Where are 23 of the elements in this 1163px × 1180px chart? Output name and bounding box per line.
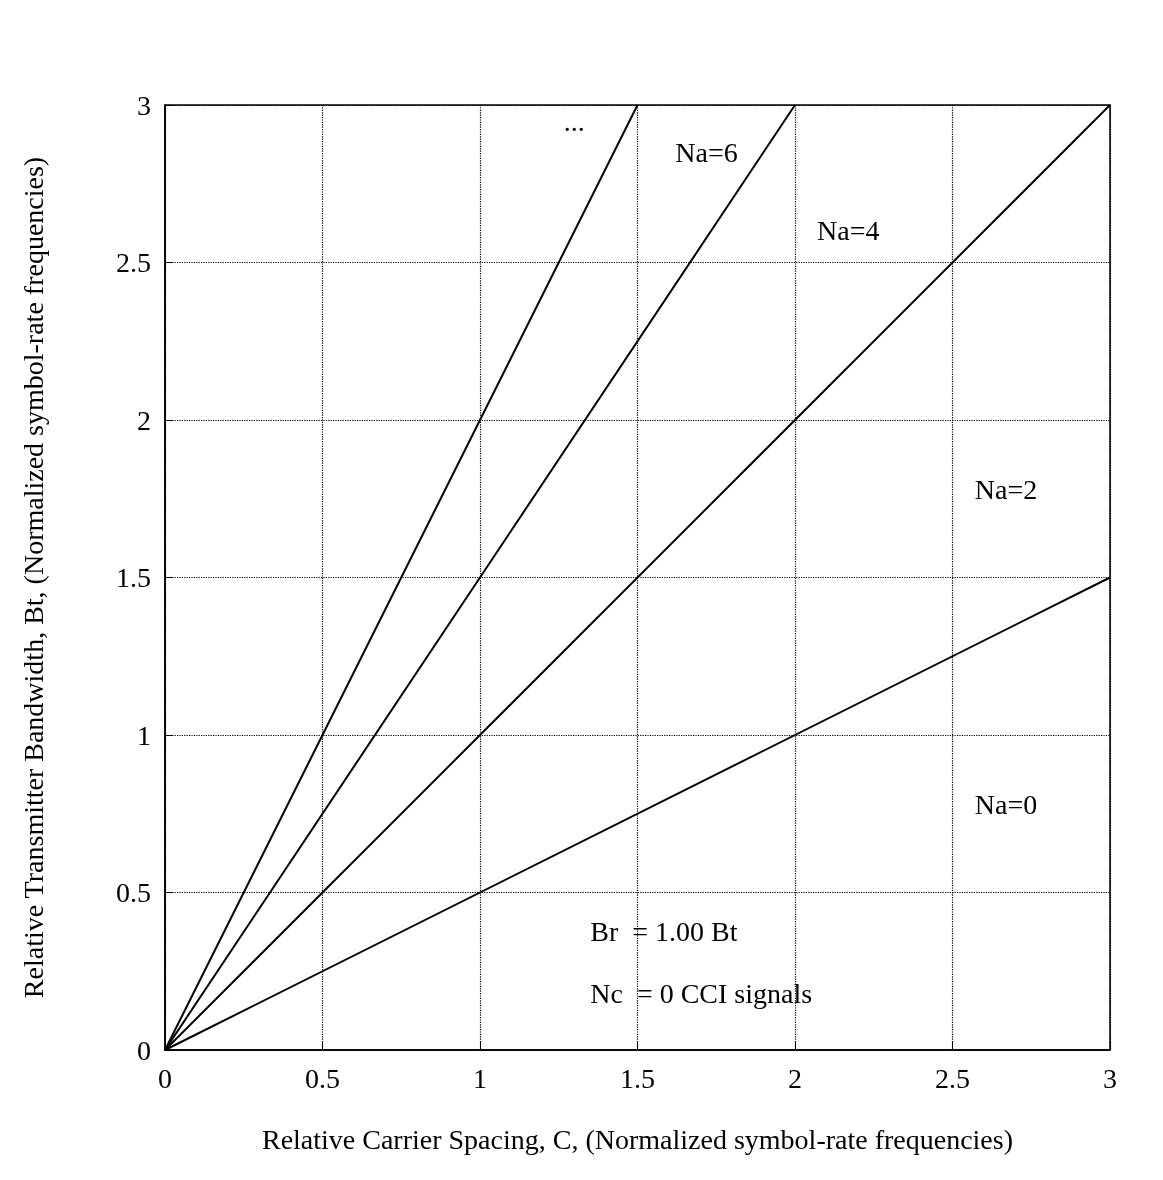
annotation: Br = 1.00 Bt — [590, 916, 738, 948]
x-tick-label: 2.5 — [935, 1062, 970, 1094]
x-tick-label: 3 — [1103, 1062, 1117, 1094]
annotation: Na=6 — [675, 136, 738, 168]
x-tick-label: 0.5 — [305, 1062, 340, 1094]
y-tick-label: 2 — [137, 404, 151, 436]
annotation: Nc = 0 CCI signals — [590, 977, 813, 1009]
x-tick-label: 2 — [788, 1062, 802, 1094]
x-axis-title: Relative Carrier Spacing, C, (Normalized symbol-rate frequencies) — [261, 1123, 1014, 1155]
x-tick-label: 1 — [473, 1062, 487, 1094]
x-tick-label: 0 — [158, 1062, 172, 1094]
x-tick-label: 1.5 — [620, 1062, 655, 1094]
y-tick-label: 2.5 — [116, 247, 151, 278]
annotation: Na=2 — [974, 474, 1038, 506]
annotation: Na=4 — [817, 215, 880, 247]
annotation: Na=0 — [974, 788, 1038, 820]
y-tick-label: 0 — [137, 1034, 151, 1066]
y-tick-label: 1.5 — [116, 562, 151, 593]
y-tick-label: 1 — [137, 719, 151, 751]
annotation: ... — [563, 105, 585, 137]
y-axis-title: Relative Transmitter Bandwidth, Bt, (Normalized symbol-rate frequencies) — [17, 156, 49, 999]
y-tick-label: 3 — [137, 89, 151, 121]
y-tick-label: 0.5 — [116, 877, 151, 908]
